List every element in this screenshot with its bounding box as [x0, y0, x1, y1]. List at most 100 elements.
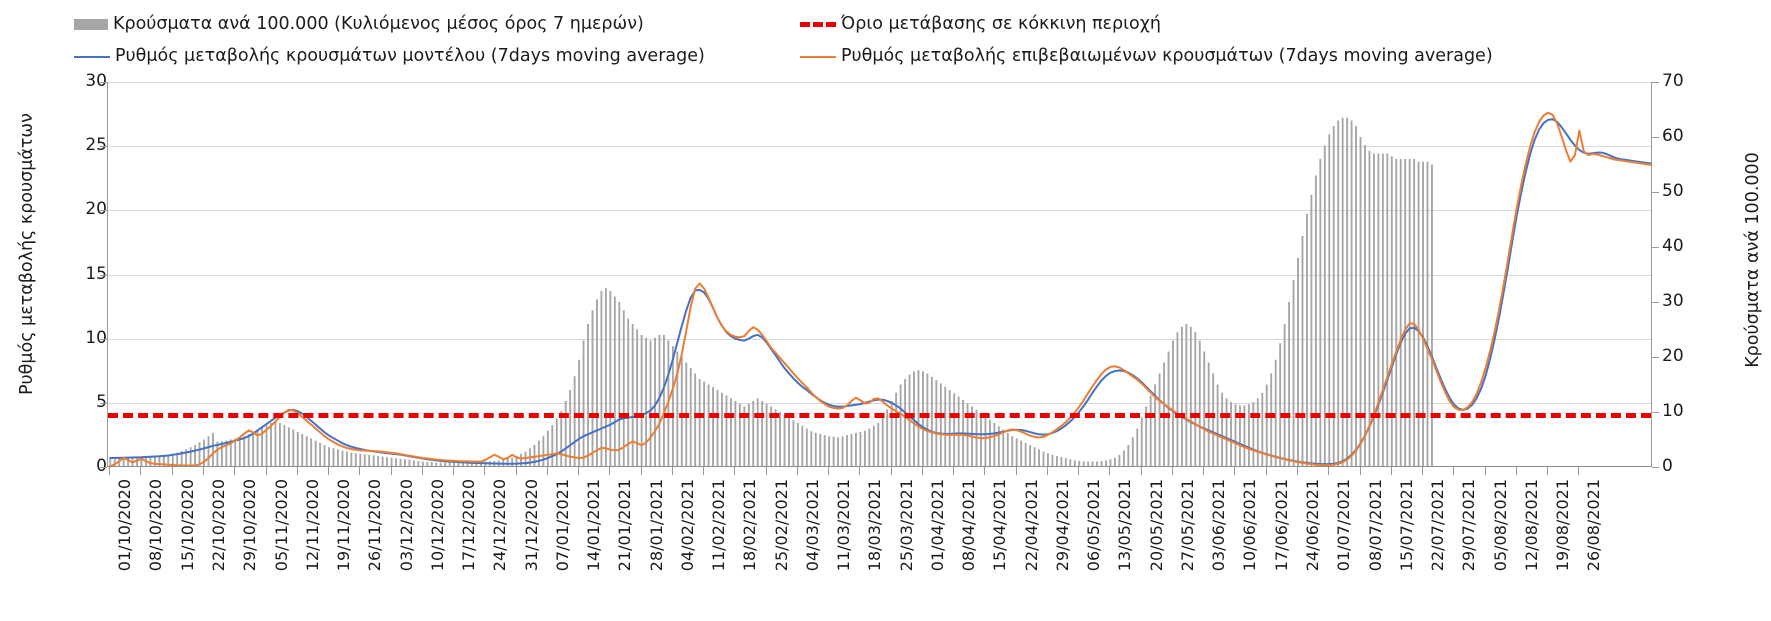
- bar: [292, 429, 295, 467]
- bar: [1149, 395, 1152, 467]
- bar: [1337, 120, 1340, 467]
- bar: [832, 436, 835, 467]
- bar: [926, 373, 929, 467]
- bar: [756, 398, 759, 467]
- bar: [1185, 324, 1188, 467]
- bar: [1377, 153, 1380, 467]
- bar: [1350, 120, 1353, 467]
- bar: [872, 425, 875, 467]
- bar: [475, 462, 478, 467]
- y-axis-left-tick-mark: [100, 210, 107, 212]
- bar-swatch-icon: [74, 19, 108, 31]
- bar: [1136, 428, 1139, 467]
- bar: [792, 420, 795, 467]
- bar: [520, 453, 522, 467]
- bar: [796, 423, 799, 467]
- x-axis-tick-mark: [1078, 467, 1080, 475]
- y-axis-left-tick-label: 5: [96, 391, 107, 412]
- bar: [801, 425, 804, 467]
- x-axis-tick-mark: [546, 467, 548, 475]
- bar: [1310, 194, 1313, 467]
- bar: [1234, 404, 1237, 467]
- bar: [627, 318, 630, 467]
- bar: [305, 436, 308, 467]
- bar: [1122, 450, 1125, 467]
- bar: [649, 340, 652, 467]
- bar: [1431, 164, 1433, 467]
- bar: [729, 398, 732, 467]
- bar: [390, 457, 393, 467]
- bar: [350, 452, 353, 467]
- bar: [1015, 438, 1018, 467]
- bar: [301, 434, 304, 467]
- bar: [1176, 332, 1179, 467]
- x-axis-tick-mark: [796, 467, 798, 475]
- bar: [1270, 373, 1273, 467]
- legend-item-threshold[interactable]: Όριο μετάβασης σε κόκκινη περιοχή: [800, 15, 1161, 34]
- x-axis-tick-label: 17/12/2020: [459, 479, 479, 572]
- bar: [194, 445, 197, 467]
- bar: [426, 462, 429, 467]
- x-axis-tick-mark: [203, 467, 204, 475]
- bar: [216, 441, 219, 467]
- bar: [1158, 373, 1161, 467]
- bar: [1261, 392, 1264, 467]
- y-axis-left-tick-mark: [100, 274, 107, 276]
- bar: [596, 299, 598, 467]
- bar: [694, 373, 697, 467]
- x-axis-tick-mark: [515, 467, 517, 475]
- bar: [1140, 417, 1143, 467]
- bar: [395, 458, 397, 467]
- x-axis-tick-mark: [921, 467, 923, 475]
- bar: [1364, 145, 1366, 467]
- bar: [457, 462, 460, 467]
- bar: [229, 439, 232, 467]
- y-axis-right-tick-mark: [1652, 192, 1659, 193]
- bar: [470, 462, 473, 467]
- x-axis-tick-mark: [1234, 467, 1236, 475]
- x-axis-tick-mark: [171, 467, 173, 475]
- y-axis-right-tick-mark: [1652, 137, 1659, 138]
- bar: [1167, 351, 1170, 467]
- y-axis-right-tick-mark: [1652, 467, 1659, 468]
- bar: [788, 417, 790, 467]
- bar: [850, 434, 853, 467]
- x-axis-tick-mark: [953, 467, 955, 475]
- bar: [430, 462, 433, 467]
- bar: [287, 427, 290, 467]
- bar: [332, 448, 335, 467]
- legend-item-confirmed-line[interactable]: Ρυθμός μεταβολής επιβεβαιωμένων κρουσμάτ…: [800, 47, 1493, 66]
- bar: [1422, 161, 1424, 467]
- line-swatch-orange-icon: [800, 55, 836, 58]
- x-axis-tick-label: 27/05/2021: [1177, 479, 1197, 572]
- series-svg: [109, 111, 1652, 468]
- x-axis-tick-mark: [390, 467, 392, 475]
- bar: [1265, 384, 1268, 467]
- y-axis-left-title: Ρυθμός μεταβολής κρουσμάτων: [17, 113, 37, 395]
- y-axis-left-tick-label: 30: [85, 71, 107, 91]
- bar: [359, 453, 362, 467]
- bar: [466, 462, 469, 467]
- bar: [770, 406, 773, 467]
- legend-item-cases-bars[interactable]: Κρούσματα ανά 100.000 (Κυλιόμενος μέσος …: [74, 15, 644, 34]
- x-axis-tick-label: 24/12/2020: [490, 479, 510, 572]
- x-axis-tick-label: 28/01/2021: [646, 479, 666, 572]
- series-line: [109, 111, 1652, 468]
- bar: [654, 337, 656, 467]
- plot-wrapper: Ρυθμός μεταβολής κρουσμάτων Κρούσματα αν…: [0, 70, 1771, 621]
- bar: [118, 458, 121, 467]
- bar: [1390, 156, 1393, 467]
- legend-item-model-line[interactable]: Ρυθμός μεταβολής κρουσμάτων μοντέλου (7d…: [74, 47, 705, 66]
- bar: [1346, 117, 1349, 467]
- x-axis-tick-mark: [1171, 467, 1173, 475]
- bar: [774, 409, 777, 467]
- bar: [622, 310, 625, 467]
- bar: [1172, 340, 1174, 467]
- x-axis-tick-mark: [296, 467, 298, 475]
- bar: [1243, 405, 1246, 467]
- bar: [1038, 449, 1040, 467]
- bar: [524, 451, 527, 467]
- bar: [127, 458, 130, 467]
- bar: [1399, 159, 1402, 467]
- x-axis-tick-label: 08/07/2021: [1365, 479, 1385, 572]
